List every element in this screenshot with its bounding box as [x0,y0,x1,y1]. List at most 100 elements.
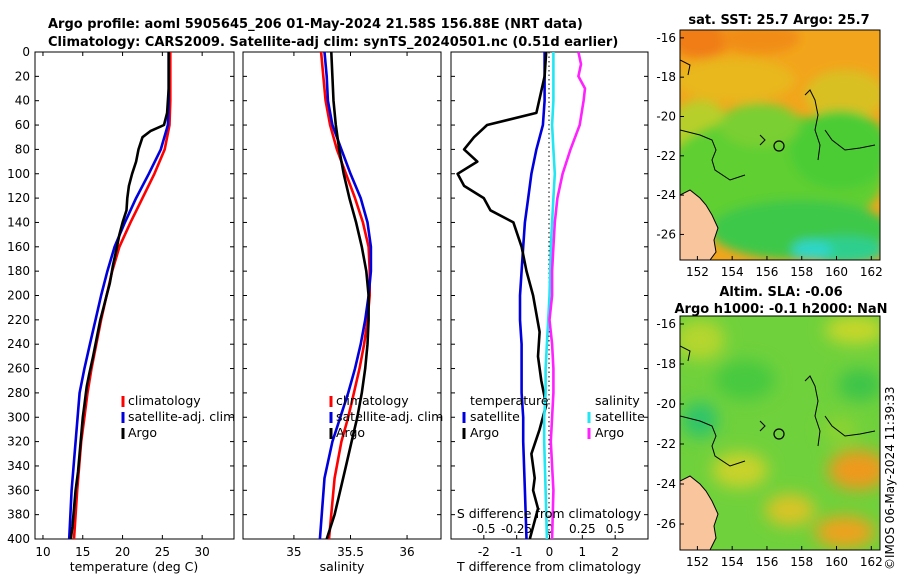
lon-tick-label: 158 [790,265,813,279]
lat-tick-label: -24 [656,188,676,202]
legend-label-salinity-argo: Argo [595,425,624,440]
legend-label-satellite: satellite-adj. clim [336,409,443,424]
x-tick-label: 15 [75,545,90,559]
x-tick-label: 10 [35,545,50,559]
lat-tick-label: -26 [656,227,676,241]
s-tick-label: -0.5 [472,522,495,536]
legend-label-argo: Argo [336,425,365,440]
depth-tick-label: 300 [7,410,30,424]
series-line-satellite-adj-clim [318,51,373,540]
sst-map-title: sat. SST: 25.7 Argo: 25.7 [688,13,869,28]
argo-float-marker [773,428,785,440]
salinity-ticks: 35 35.5 36 [243,51,441,559]
timestamp: ©IMOS 06-May-2024 11:39:33 [883,386,897,570]
legend-label-argo: Argo [128,425,157,440]
australia-landmass [680,189,719,260]
t-tick-label: -1 [511,545,523,559]
x-tick-label: 35 [286,545,301,559]
series-line-temperature-argo [456,51,548,540]
legend-label-temperature-argo: Argo [470,425,499,440]
reef-contours [680,345,876,467]
depth-tick-label: 320 [7,435,30,449]
t-tick-label: -2 [478,545,490,559]
lat-tick-label: -16 [656,317,676,331]
argo-float-marker [773,140,785,152]
s-tick-label: -0.25 [501,522,532,536]
lat-tick-label: -20 [656,397,676,411]
lon-tick-label: 162 [860,555,883,569]
sst-field [680,30,880,260]
sla-map-ticks: 152 154 156 158 160 162 -16 -18 -20 -22 -24 -26 [656,317,882,569]
difference-ticks: -2 -1 0 1 2 -0.5 -0.25 0 0.25 0.5 [451,51,648,559]
depth-tick-label: 80 [15,142,30,156]
lat-tick-label: -16 [656,31,676,45]
sla-map-title-line1: Altim. SLA: -0.06 [719,285,842,300]
s-tick-label: 0.5 [606,522,625,536]
depth-tick-label: 40 [15,94,30,108]
t-tick-label: 2 [611,545,619,559]
lon-tick-label: 160 [825,555,848,569]
depth-tick-label: 220 [7,313,30,327]
series-line-salinity-satellite [542,52,557,540]
lon-tick-label: 154 [721,265,744,279]
x-tick-label: 35.5 [337,545,364,559]
sst-map-frame [679,29,881,261]
temperature-axes-frame [34,51,235,540]
lon-tick-label: 162 [860,265,883,279]
legend-label-salinity-satellite: satellite [595,409,645,424]
lon-tick-label: 158 [790,555,813,569]
depth-tick-label: 340 [7,459,30,473]
legend-label-temperature-satellite: satellite [470,409,520,424]
s-tick-label: 0.25 [569,522,596,536]
depth-tick-label: 0 [22,45,30,59]
legend-title-temperature: temperature [470,393,549,408]
sla-map-title-line2: Argo h1000: -0.1 h2000: NaN [674,302,887,317]
depth-tick-label: 60 [15,118,30,132]
depth-tick-label: 360 [7,483,30,497]
lon-tick-label: 156 [756,265,779,279]
depth-tick-label: 120 [7,191,30,205]
salinity-difference-legend: salinity satellite Argo [587,393,645,440]
temperature-legend: climatology satellite-adj. clim Argo [121,393,235,440]
sla-field [680,316,880,548]
t-difference-label: T difference from climatology [456,559,642,574]
series-line-argo [325,51,370,540]
sst-map-panel: sat. SST: 25.7 Argo: 25.7 152 154 156 158 16 [656,13,883,279]
legend-label-climatology: climatology [128,393,201,408]
lat-tick-label: -22 [656,437,676,451]
depth-tick-label: 400 [7,532,30,546]
lat-tick-label: -18 [656,70,676,84]
difference-panel: -2 -1 0 1 2 -0.5 -0.25 0 0.25 0.5 temperature sat… [450,51,649,574]
salinity-panel: 35 35.5 36 climatology satellite-adj. clim… [242,51,443,574]
difference-lines [456,51,587,540]
lat-tick-label: -26 [656,517,676,531]
sla-map-panel: Altim. SLA: -0.06 Argo h1000: -0.1 h2000… [656,285,887,569]
depth-tick-label: 180 [7,264,30,278]
series-line-satellite-adj-clim [67,52,170,540]
x-tick-label: 20 [115,545,130,559]
depth-tick-label: 380 [7,508,30,522]
figure-title-line2: Climatology: CARS2009. Satellite-adj cli… [48,35,618,50]
salinity-legend: climatology satellite-adj. clim Argo [329,393,443,440]
x-tick-label: 36 [399,545,414,559]
lon-tick-label: 152 [686,265,709,279]
depth-tick-label: 200 [7,289,30,303]
salinity-xlabel: salinity [320,559,365,574]
depth-tick-label: 160 [7,240,30,254]
x-tick-label: 30 [195,545,210,559]
temperature-ticks: 0 20 40 60 80 100 120 140 160 180 200 220 240 260 280 3… [7,45,234,559]
lat-tick-label: -24 [656,477,676,491]
sla-map-frame [679,315,881,551]
salinity-axes-frame [242,51,442,540]
figure-title-line1: Argo profile: aoml 5905645_206 01-May-20… [48,17,583,32]
depth-tick-label: 260 [7,362,30,376]
lon-tick-label: 156 [756,555,779,569]
temperature-lines [67,52,172,540]
legend-title-salinity: salinity [595,393,640,408]
depth-tick-label: 280 [7,386,30,400]
depth-tick-label: 20 [15,69,30,83]
series-line-salinity-argo [548,51,587,540]
temperature-difference-legend: temperature satellite Argo [462,393,549,440]
lon-tick-label: 154 [721,555,744,569]
